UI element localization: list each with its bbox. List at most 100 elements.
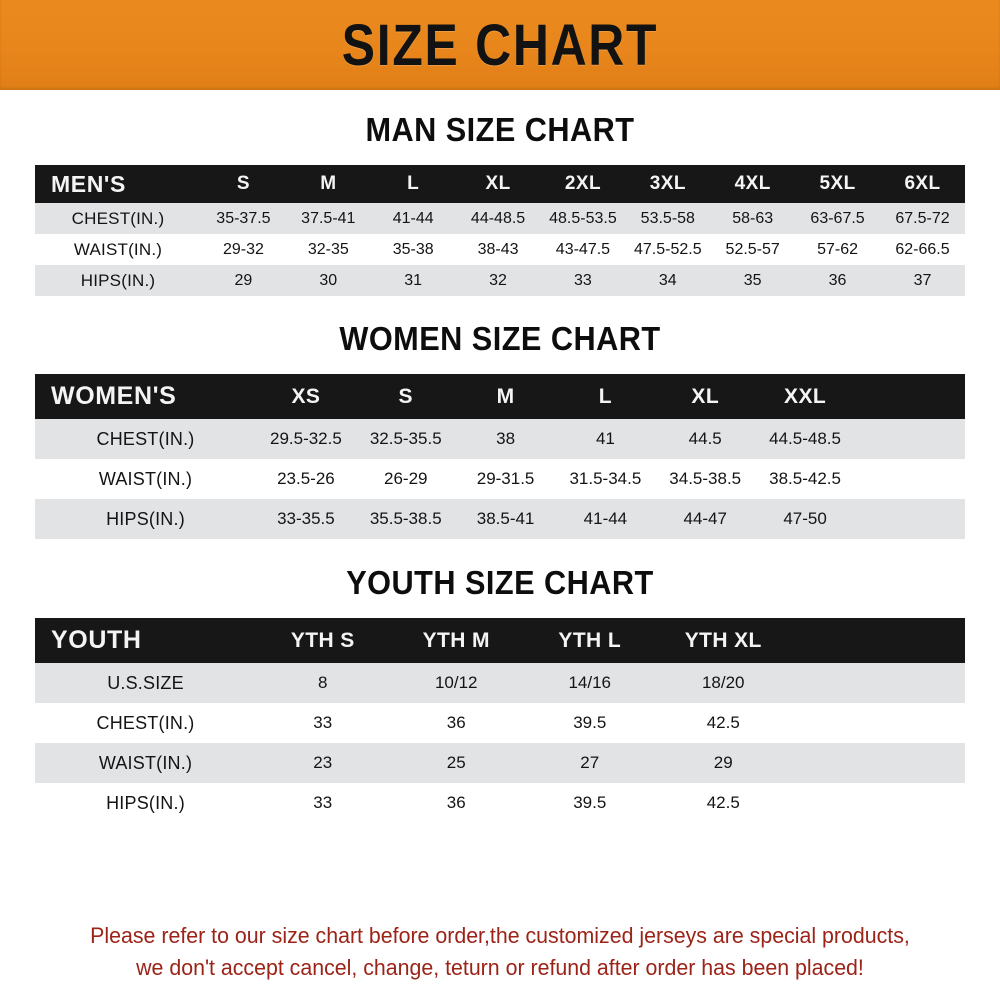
- table-cell: 42.5: [706, 793, 740, 812]
- table-cell: 39.5: [573, 793, 607, 812]
- table-cell: 34: [658, 271, 677, 289]
- table-cell: 44-47: [683, 509, 727, 528]
- table-cell: 44.5-48.5: [769, 429, 841, 448]
- table-row: WAIST(IN.) 29-32 32-35 35-38 38-43 43-47…: [35, 234, 965, 265]
- youth-row-label-hips: HIPS(IN.): [106, 792, 185, 813]
- table-row: CHEST(IN.) 35-37.5 37.5-41 41-44 44-48.5…: [35, 203, 965, 234]
- table-cell: 10/12: [434, 673, 478, 692]
- table-cell: 36: [446, 793, 466, 812]
- table-cell: 41-44: [583, 509, 628, 528]
- chart-content: MAN SIZE CHART MEN'S S M L XL 2XL 3XL 4X…: [0, 90, 1000, 1000]
- table-cell: 63-67.5: [810, 209, 865, 227]
- table-cell: 62-66.5: [895, 240, 950, 258]
- table-cell: 35-38: [392, 240, 434, 258]
- table-cell-empty: [790, 703, 965, 743]
- man-size-table: MEN'S S M L XL 2XL 3XL 4XL 5XL 6XL CHEST: [35, 165, 965, 296]
- youth-table-body: U.S.SIZE 8 10/12 14/16 18/20 CHEST(IN.) …: [35, 663, 965, 823]
- table-cell: 36: [828, 271, 847, 289]
- women-column-s: S: [398, 384, 413, 408]
- youth-column-yth-s: YTH S: [290, 628, 355, 652]
- table-cell: 41: [595, 429, 615, 448]
- table-cell: 47.5-52.5: [634, 240, 702, 258]
- table-cell: 57-62: [817, 240, 859, 258]
- youth-size-section: YOUTH SIZE CHART YOUTH YTH S YTH M YTH L…: [35, 539, 965, 823]
- table-cell: 32: [489, 271, 507, 289]
- table-cell: 58-63: [732, 209, 774, 227]
- women-column-m: M: [496, 384, 515, 408]
- man-row-header-label: MEN'S: [51, 170, 126, 197]
- table-row: HIPS(IN.) 29 30 31 32 33 34 35 36 37: [35, 265, 965, 296]
- table-cell: 37.5-41: [301, 209, 356, 227]
- man-row-label-waist: WAIST(IN.): [73, 239, 163, 259]
- table-cell-empty: [855, 459, 965, 499]
- table-cell: 35: [743, 271, 762, 289]
- man-section-title: MAN SIZE CHART: [365, 111, 635, 148]
- man-column-xl: XL: [485, 173, 511, 194]
- table-cell: 38-43: [477, 240, 519, 258]
- man-column-s: S: [236, 173, 250, 194]
- table-cell: 44.5: [688, 429, 722, 448]
- man-column-m: M: [320, 173, 337, 194]
- page-banner: SIZE CHART: [0, 0, 1000, 90]
- women-column-spacer: [855, 374, 965, 419]
- women-table-header: WOMEN'S XS S M L XL XXL: [35, 374, 965, 419]
- table-cell: 38: [496, 429, 516, 448]
- table-cell: 31: [404, 271, 423, 289]
- man-table-header: MEN'S S M L XL 2XL 3XL 4XL 5XL 6XL: [35, 165, 965, 203]
- table-header-row: WOMEN'S XS S M L XL XXL: [35, 374, 965, 419]
- table-cell: 33-35.5: [277, 509, 335, 528]
- page-title: SIZE CHART: [341, 12, 659, 78]
- table-cell: 37: [913, 271, 932, 289]
- table-cell-empty: [855, 419, 965, 459]
- table-cell: 33: [574, 271, 592, 289]
- youth-row-header-label: YOUTH: [51, 626, 142, 654]
- women-size-section: WOMEN SIZE CHART WOMEN'S XS S M L XL XXL: [35, 296, 965, 539]
- women-row-header-label: WOMEN'S: [51, 382, 177, 410]
- women-section-title: WOMEN SIZE CHART: [339, 320, 661, 357]
- women-row-label-chest: CHEST(IN.): [96, 428, 195, 449]
- table-cell: 33: [313, 793, 333, 812]
- footer-disclaimer: Please refer to our size chart before or…: [49, 912, 951, 1000]
- table-cell-empty: [790, 663, 965, 703]
- table-cell-empty: [790, 783, 965, 823]
- table-cell: 38.5-41: [476, 509, 535, 528]
- table-cell: 38.5-42.5: [769, 469, 841, 488]
- table-cell: 23: [313, 753, 333, 772]
- table-cell: 14/16: [568, 673, 612, 692]
- man-column-l: L: [407, 173, 420, 194]
- table-cell: 29-32: [222, 240, 264, 258]
- table-cell: 33: [313, 713, 333, 732]
- man-row-label-chest: CHEST(IN.): [71, 208, 165, 228]
- youth-row-label-waist: WAIST(IN.): [98, 752, 193, 773]
- man-row-label-hips: HIPS(IN.): [80, 270, 156, 290]
- table-cell: 29-31.5: [476, 469, 535, 488]
- youth-column-yth-m: YTH M: [422, 628, 490, 652]
- youth-column-spacer: [790, 618, 965, 663]
- table-cell: 39.5: [573, 713, 607, 732]
- youth-size-table: YOUTH YTH S YTH M YTH L YTH XL U.S.SIZE …: [35, 618, 965, 823]
- women-column-xxl: XXL: [784, 384, 827, 408]
- youth-row-label-us-size: U.S.SIZE: [107, 672, 184, 693]
- man-column-3xl: 3XL: [649, 173, 686, 194]
- women-column-l: L: [598, 384, 613, 408]
- man-column-6xl: 6XL: [904, 173, 941, 194]
- table-cell: 34.5-38.5: [669, 469, 742, 488]
- table-cell: 67.5-72: [895, 209, 950, 227]
- table-cell: 42.5: [706, 713, 740, 732]
- women-column-xl: XL: [691, 384, 720, 408]
- youth-column-yth-l: YTH L: [558, 628, 622, 652]
- man-size-section: MAN SIZE CHART MEN'S S M L XL 2XL 3XL 4X…: [35, 90, 965, 296]
- youth-section-title: YOUTH SIZE CHART: [346, 564, 654, 601]
- table-row: CHEST(IN.) 29.5-32.5 32.5-35.5 38 41 44.…: [35, 419, 965, 459]
- table-cell-empty: [855, 499, 965, 539]
- table-cell: 27: [580, 753, 600, 772]
- table-cell: 32.5-35.5: [369, 429, 442, 448]
- table-row: HIPS(IN.) 33-35.5 35.5-38.5 38.5-41 41-4…: [35, 499, 965, 539]
- table-cell: 44-48.5: [470, 209, 526, 227]
- table-row: WAIST(IN.) 23 25 27 29: [35, 743, 965, 783]
- women-table-body: CHEST(IN.) 29.5-32.5 32.5-35.5 38 41 44.…: [35, 419, 965, 539]
- table-cell: 25: [446, 753, 466, 772]
- table-cell: 35.5-38.5: [369, 509, 442, 528]
- women-row-label-waist: WAIST(IN.): [98, 468, 193, 489]
